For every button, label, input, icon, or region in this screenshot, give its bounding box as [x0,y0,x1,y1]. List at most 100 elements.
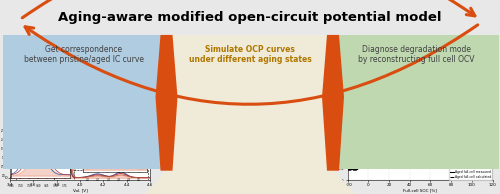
Aged full-cell calculated [431,125,437,127]
Pristine anode [464,108,469,111]
$S_n = 0.75$ [282,126,288,128]
$S_n = 0.25$ [177,179,183,181]
$S_n = 0$ (Pristine) [282,117,288,119]
$S_n = 0.75$ [194,179,200,181]
Aged cathode [83,176,89,178]
$S_n = 0.5$ [194,165,200,167]
Modified cathode [423,75,429,78]
$S_n = 1$ (Aged) [282,129,288,131]
Line: $S_n = 0$ (Pristine): $S_n = 0$ (Pristine) [180,100,325,174]
Modified cathode [464,71,469,73]
Text: Aging-aware modified open-circuit potential model: Aging-aware modified open-circuit potent… [58,11,442,24]
Line: Aged full-cell measured: Aged full-cell measured [348,104,492,170]
Pristine cathode [7,176,13,179]
Aged full-cell measured [344,168,350,171]
Aged cathode [74,176,80,179]
$S_n = 0$ (Pristine) [268,123,274,126]
$S_n = 0.75$ [224,150,230,152]
$S_n = 0$ (Pristine) [224,143,230,146]
Aged cathode [122,173,128,176]
Aged full-cell calculated [486,104,492,107]
$S_n = 0.75$ [234,147,240,149]
Pristine anode [423,126,429,128]
Text: $\beta_{LLI}=0.008$: $\beta_{LLI}=0.008$ [350,131,374,139]
$S_n = 1$ (Aged) [194,179,200,181]
Pristine anode [414,128,420,130]
Aged full-cell measured [423,127,429,129]
Line: Aged cathode: Aged cathode [10,116,150,178]
Text: Simulate OCP curves
under different aging states: Simulate OCP curves under different agin… [188,45,312,64]
Pristine cathode [147,176,153,179]
$S_n = 1$ (Aged) [224,159,230,161]
X-axis label: Full-cell SOC [%]: Full-cell SOC [%] [403,189,437,193]
Y-axis label: Voltage [V]: Voltage [V] [333,115,337,138]
Pristine cathode [74,176,80,179]
Text: Modified cathode: Modified cathode [389,78,423,82]
Aged cathode [144,177,150,179]
Modified cathode [490,71,496,73]
Aged full-cell measured [486,103,492,106]
$S_n = 0.5$ [224,148,230,150]
Legend: $S_n = 0$ (Pristine), $S_n = 0.25$, $S_n = 0.5$, $S_n = 0.75$, $S_n = 1$ (Aged): $S_n = 0$ (Pristine), $S_n = 0.25$, $S_n… [290,138,324,180]
$S_n = 0.25$ [322,101,328,103]
Modified cathode [431,72,437,74]
$S_n = 1$ (Aged) [177,180,183,182]
Bar [74,170,148,180]
Aged full-cell measured [490,103,496,105]
$S_n = 0.25$ [234,141,240,144]
Pristine cathode [83,176,89,178]
Aged full-cell calculated [464,111,469,113]
$S_n = 0$ (Pristine) [282,116,288,119]
Aged full-cell measured [414,129,420,132]
Line: $S_n = 1$ (Aged): $S_n = 1$ (Aged) [180,111,325,181]
$S_n = 0.25$ [282,119,288,121]
$S_n = 0.25$ [268,126,274,128]
Text: Diagnose degradation mode
by reconstructing full cell OCV: Diagnose degradation mode by reconstruct… [358,45,475,64]
$S_n = 0.5$ [282,122,288,124]
$S_n = 1$ (Aged) [322,110,328,112]
$S_n = 0.75$ [282,126,288,128]
Aged full-cell measured [414,129,420,132]
$S_n = 1$ (Aged) [268,135,274,138]
Y-axis label: Voc [V]: Voc [V] [164,118,170,135]
$S_n = 0$ (Pristine) [322,99,328,102]
Modified cathode [344,126,350,128]
Text: $\theta_{cat}=1.219$: $\theta_{cat}=1.219$ [378,87,402,94]
Text: RMSE=8.1 mV: RMSE=8.1 mV [385,109,414,113]
Pristine anode [486,102,492,104]
Aged cathode [74,176,80,179]
Pristine cathode [90,173,96,176]
$S_n = 0$ (Pristine) [234,139,240,141]
Aged full-cell measured [464,109,469,112]
$S_n = 0$ (Pristine) [194,160,200,163]
$S_n = 1$ (Aged) [282,129,288,132]
Aged cathode [62,115,68,118]
Aged full-cell calculated [414,130,420,133]
Line: Aged full-cell calculated: Aged full-cell calculated [348,105,492,170]
Pristine cathode [122,172,128,175]
Polygon shape [322,35,344,171]
Polygon shape [156,35,178,171]
$S_n = 0.5$ [234,144,240,146]
Aged cathode [147,177,153,179]
$S_n = 0.25$ [282,120,288,122]
Text: $\beta_{LAM}=0.104$: $\beta_{LAM}=0.104$ [352,81,378,89]
Line: $S_n = 0.5$: $S_n = 0.5$ [180,104,325,180]
Line: Pristine cathode: Pristine cathode [10,88,150,178]
$S_n = 0.5$ [282,122,288,125]
$S_n = 0.5$ [268,129,274,131]
$S_n = 0.5$ [322,103,328,106]
Line: Pristine anode: Pristine anode [348,103,492,168]
Text: Get correspondence
between pristine/aged IC curve: Get correspondence between pristine/aged… [24,45,144,64]
Legend: Modified cathode, Pristine anode, Aged full-cell measured, Aged full-cell calcul: Modified cathode, Pristine anode, Aged f… [449,161,492,180]
Line: Modified cathode: Modified cathode [348,72,492,127]
Line: $S_n = 0.25$: $S_n = 0.25$ [180,102,325,180]
Pristine anode [414,128,420,131]
Pristine cathode [144,176,150,179]
Aged full-cell calculated [344,169,350,171]
Aged full-cell calculated [414,130,420,133]
Pristine anode [431,123,437,125]
Aged full-cell measured [431,124,437,126]
Modified cathode [414,79,420,81]
$S_n = 1$ (Aged) [234,149,240,152]
